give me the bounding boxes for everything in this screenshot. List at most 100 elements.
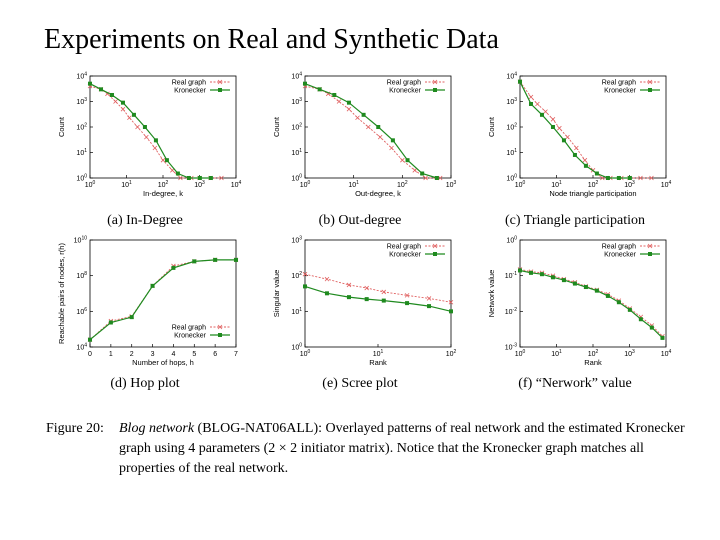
- kronecker-point: [108, 320, 113, 325]
- real-graph-point: [535, 101, 540, 107]
- caption-text: ): Overlayed patterns of real network an…: [119, 421, 685, 476]
- in-degree-chart: 100 101 102 103 104 100 101 102 103 104 In-degree,…: [57, 72, 242, 199]
- x-tick-label: 102: [397, 180, 408, 189]
- kronecker-point: [660, 335, 665, 340]
- kronecker-point: [208, 176, 213, 180]
- kronecker-point: [171, 265, 176, 270]
- kronecker-series-line: [304, 83, 438, 179]
- x-tick-label: 102: [158, 180, 169, 189]
- y-axis-label: Singular value: [272, 270, 281, 318]
- panel-network-value: 100 101 102 103 104 10-3 10-2 10-1 100 Rank Networ…: [470, 234, 680, 399]
- real-graph-point: [528, 94, 534, 100]
- x-tick-label: 2: [130, 351, 134, 358]
- y-tick-label: 10-1: [505, 271, 517, 280]
- x-tick-label: 102: [588, 349, 599, 358]
- y-tick-label: 102: [291, 123, 302, 132]
- real-graph-point: [400, 157, 405, 163]
- x-tick-label: 101: [348, 180, 359, 189]
- legend-kronecker-marker: [218, 333, 222, 337]
- kronecker-series-line: [89, 83, 211, 179]
- kronecker-point: [583, 163, 588, 168]
- kronecker-point: [528, 101, 533, 106]
- in-degree-caption: (a) In-Degree: [107, 213, 183, 228]
- figure-caption-body: Blog network (BLOG-NAT06ALL): Overlayed …: [119, 419, 689, 479]
- kronecker-point: [616, 300, 621, 305]
- y-tick-label: 103: [506, 97, 517, 106]
- panel-scree-plot: 100 101 102 100 101 102 103 Rank Singular value R…: [255, 234, 465, 399]
- real-graph-point: [381, 289, 387, 295]
- real-graph-point: [127, 115, 132, 121]
- x-axis-label: In-degree, k: [143, 189, 183, 198]
- kronecker-point: [131, 112, 136, 117]
- kronecker-series-line: [519, 269, 663, 339]
- x-tick-label: 3: [151, 351, 155, 358]
- kronecker-point: [213, 257, 218, 262]
- y-tick-label: 101: [506, 148, 517, 157]
- panel-out-degree: 100 101 102 103 100 101 102 103 104 Out-degree, k…: [255, 70, 465, 235]
- kronecker-point: [192, 259, 197, 264]
- x-tick-label: 101: [121, 180, 132, 189]
- y-tick-label: 104: [291, 72, 302, 81]
- real-graph-point: [412, 168, 418, 173]
- kronecker-point: [649, 325, 654, 330]
- x-tick-label: 101: [373, 349, 384, 358]
- kronecker-point: [539, 112, 544, 117]
- y-tick-label: 100: [291, 174, 302, 183]
- real-graph-point: [550, 117, 556, 122]
- real-graph-point: [366, 124, 371, 130]
- caption-network-name: Blog network: [119, 421, 195, 436]
- y-tick-label: 102: [291, 271, 302, 280]
- y-tick-label: 108: [76, 271, 87, 280]
- real-graph-series-line: [89, 259, 236, 341]
- kronecker-point: [528, 270, 533, 275]
- real-graph-point: [423, 175, 428, 181]
- real-graph-point: [437, 175, 443, 181]
- real-graph-point: [389, 145, 394, 151]
- kronecker-point: [605, 293, 610, 298]
- x-axis-label: Out-degree, k: [355, 189, 401, 198]
- x-tick-label: 102: [446, 349, 457, 358]
- real-graph-point: [113, 99, 118, 104]
- y-axis-label: Count: [57, 116, 66, 137]
- kronecker-point: [605, 176, 610, 180]
- x-axis-label: Rank: [584, 358, 602, 367]
- panel-triangle-participation: 100 101 102 103 104 100 101 102 103 104 Node trian…: [470, 70, 680, 235]
- kronecker-point: [164, 158, 169, 163]
- y-tick-label: 10-2: [505, 307, 517, 316]
- kronecker-series-line: [519, 81, 630, 179]
- x-tick-label: 7: [234, 351, 238, 358]
- scree-plot-caption: (e) Scree plot: [322, 376, 398, 391]
- triangle-participation-chart: 100 101 102 103 104 100 101 102 103 104 Node trian…: [487, 72, 672, 199]
- kronecker-point: [518, 79, 522, 84]
- kronecker-point: [405, 158, 410, 163]
- y-tick-label: 100: [291, 343, 302, 352]
- real-graph-point: [404, 293, 410, 298]
- kronecker-point: [405, 301, 410, 306]
- x-tick-label: 100: [300, 349, 311, 358]
- kronecker-point: [332, 92, 337, 97]
- y-tick-label: 104: [76, 343, 87, 352]
- scree-plot-chart: 100 101 102 100 101 102 103 Rank Singular value R…: [272, 236, 457, 368]
- legend-real-graph-label: Real graph: [172, 325, 206, 332]
- legend-kronecker-marker: [648, 252, 652, 256]
- kronecker-point: [550, 125, 555, 129]
- x-tick-label: 1: [109, 351, 113, 358]
- x-tick-label: 100: [515, 349, 526, 358]
- legend-real-graph-label: Real graph: [387, 80, 421, 87]
- network-value-chart: 100 101 102 103 104 10-3 10-2 10-1 100 Rank Networ…: [487, 236, 672, 368]
- real-graph-point: [152, 145, 158, 151]
- kronecker-point: [616, 176, 621, 180]
- x-tick-label: 0: [88, 351, 92, 358]
- plot-frame: [89, 75, 237, 179]
- x-tick-label: 101: [551, 180, 562, 189]
- y-tick-label: 102: [76, 123, 87, 132]
- kronecker-point: [583, 285, 588, 290]
- kronecker-point: [627, 176, 632, 180]
- legend-kronecker-marker: [433, 252, 437, 256]
- real-graph-point: [346, 282, 352, 288]
- legend-kronecker-label: Kronecker: [389, 252, 422, 259]
- legend-real-graph-label: Real graph: [602, 244, 636, 251]
- kronecker-series-line: [89, 259, 236, 341]
- real-graph-point: [160, 157, 166, 163]
- y-tick-label: 101: [291, 307, 302, 316]
